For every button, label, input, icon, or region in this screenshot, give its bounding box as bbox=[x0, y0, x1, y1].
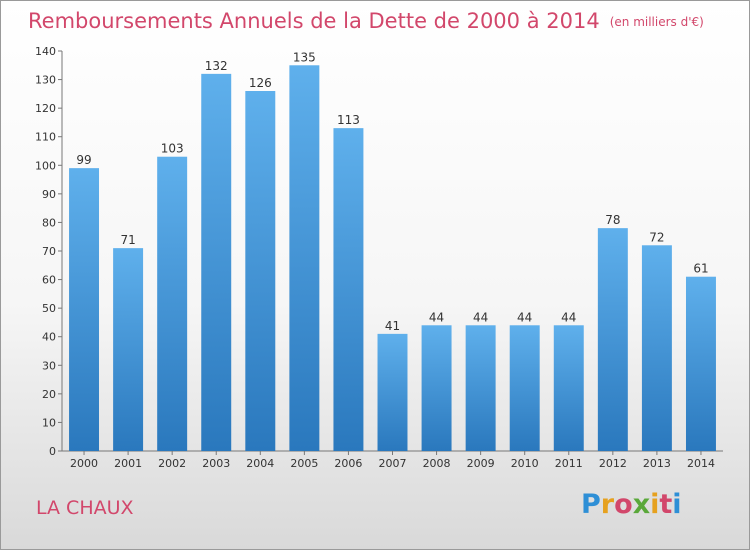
bar-2001 bbox=[113, 248, 144, 451]
value-label-2012: 78 bbox=[605, 213, 620, 227]
x-tick-label-2007: 2007 bbox=[379, 457, 407, 470]
y-tick-label: 50 bbox=[42, 302, 56, 315]
x-axis: 2000 2001 2002 2003 2004 2005 2006 2007 2008 2009… bbox=[62, 450, 723, 470]
chart-subtitle: (en milliers d'€) bbox=[609, 15, 704, 29]
bar-2010 bbox=[509, 325, 540, 451]
y-tick-label: 90 bbox=[42, 188, 56, 201]
bar-2012 bbox=[597, 228, 628, 451]
logo-letter: i bbox=[650, 489, 660, 520]
x-tick-label-2004: 2004 bbox=[246, 457, 274, 470]
logo-letter: o bbox=[614, 489, 633, 520]
y-tick-label: 80 bbox=[42, 216, 56, 229]
bar-2003 bbox=[201, 73, 232, 451]
chart-title: Remboursements Annuels de la Dette de 20… bbox=[28, 9, 704, 33]
value-label-2007: 41 bbox=[385, 319, 400, 333]
x-tick-label-2011: 2011 bbox=[555, 457, 583, 470]
value-label-2009: 44 bbox=[473, 310, 488, 324]
x-tick-label-2001: 2001 bbox=[114, 457, 142, 470]
value-label-2010: 44 bbox=[517, 310, 532, 324]
x-tick-label-2009: 2009 bbox=[467, 457, 495, 470]
logo-letter: x bbox=[632, 489, 651, 520]
bar-2002 bbox=[157, 156, 188, 451]
x-tick-label-2006: 2006 bbox=[334, 457, 362, 470]
x-tick-label-2008: 2008 bbox=[423, 457, 451, 470]
bar-2011 bbox=[553, 325, 584, 451]
value-labels: 99 71 103 132 126 135 113 41 44 44 44 44 78 72 61 bbox=[76, 50, 708, 333]
y-tick-label: 140 bbox=[35, 45, 56, 58]
value-label-2002: 103 bbox=[161, 142, 184, 156]
x-tick-label-2013: 2013 bbox=[643, 457, 671, 470]
y-tick-label: 110 bbox=[35, 131, 56, 144]
value-label-2013: 72 bbox=[649, 230, 664, 244]
logo-letter: i bbox=[672, 489, 682, 520]
x-tick-label-2002: 2002 bbox=[158, 457, 186, 470]
x-tick-label-2010: 2010 bbox=[511, 457, 539, 470]
y-tick-label: 30 bbox=[42, 359, 56, 372]
y-tick-label: 10 bbox=[42, 416, 56, 429]
x-tick-label-2003: 2003 bbox=[202, 457, 230, 470]
x-tick-label-2012: 2012 bbox=[599, 457, 627, 470]
y-tick-label: 20 bbox=[42, 388, 56, 401]
x-tick-label-2005: 2005 bbox=[290, 457, 318, 470]
bar-2007 bbox=[377, 333, 408, 451]
bar-2005 bbox=[289, 65, 320, 452]
x-tick-label-2014: 2014 bbox=[687, 457, 715, 470]
value-label-2004: 126 bbox=[249, 76, 272, 90]
bar-2009 bbox=[465, 325, 496, 451]
value-label-2008: 44 bbox=[429, 310, 444, 324]
logo-letter: t bbox=[659, 489, 673, 520]
bar-2014 bbox=[685, 276, 716, 451]
bar-2013 bbox=[641, 245, 672, 451]
value-label-2000: 99 bbox=[76, 153, 91, 167]
y-tick-label: 100 bbox=[35, 159, 56, 172]
value-label-2001: 71 bbox=[120, 233, 135, 247]
y-axis: 0 10 20 30 40 50 60 70 80 90 100 110 120 130 140 bbox=[35, 45, 63, 458]
value-label-2014: 61 bbox=[693, 262, 708, 276]
y-tick-label: 40 bbox=[42, 331, 56, 344]
x-tick-label-2000: 2000 bbox=[70, 457, 98, 470]
value-label-2006: 113 bbox=[337, 113, 360, 127]
logo-letter: r bbox=[600, 489, 615, 520]
y-tick-label: 0 bbox=[49, 445, 56, 458]
commune-name: LA CHAUX bbox=[36, 497, 134, 519]
bar-2006 bbox=[333, 128, 364, 451]
value-label-2005: 135 bbox=[293, 50, 316, 64]
proxiti-logo[interactable]: Proxiti bbox=[581, 489, 682, 520]
y-tick-label: 120 bbox=[35, 102, 56, 115]
bars bbox=[69, 65, 716, 452]
y-tick-label: 60 bbox=[42, 274, 56, 287]
bar-2004 bbox=[245, 91, 276, 451]
y-tick-label: 130 bbox=[35, 74, 56, 87]
logo-letter: P bbox=[581, 489, 601, 520]
y-tick-label: 70 bbox=[42, 245, 56, 258]
value-label-2003: 132 bbox=[205, 59, 228, 73]
bar-2008 bbox=[421, 325, 452, 451]
value-label-2011: 44 bbox=[561, 310, 576, 324]
chart-title-text: Remboursements Annuels de la Dette de 20… bbox=[28, 9, 600, 33]
bar-2000 bbox=[69, 168, 100, 451]
